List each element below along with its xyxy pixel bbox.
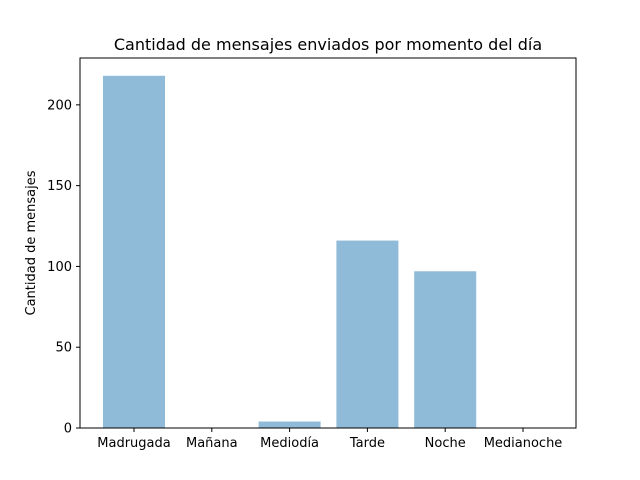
x-ticks-group: Madrugada Mañana Mediodía Tarde Noche Mediano… — [97, 428, 562, 451]
bar-0 — [103, 75, 165, 429]
y-axis-label: Cantidad de mensajes — [24, 170, 39, 315]
y-tick-label: 100 — [47, 260, 72, 275]
y-tick-label: 200 — [47, 98, 72, 113]
bar-3 — [336, 240, 399, 428]
y-tick-label: 0 — [64, 422, 72, 437]
bar-2 — [258, 421, 321, 428]
y-tick-label: 50 — [55, 341, 72, 356]
x-tick-label: Mediodía — [260, 436, 319, 451]
axes-frame — [79, 57, 577, 429]
x-tick-label: Madrugada — [97, 436, 170, 451]
chart-title: Cantidad de mensajes enviados por moment… — [114, 35, 542, 54]
x-tick-label: Medianoche — [484, 436, 563, 451]
y-tick-label: 150 — [47, 179, 72, 194]
x-tick-label: Tarde — [349, 436, 385, 451]
bars-group — [103, 75, 477, 429]
x-tick-label: Noche — [425, 436, 466, 451]
x-tick-label: Mañana — [186, 436, 238, 451]
bar-4 — [414, 271, 477, 428]
y-ticks-group: 0 50 100 150 200 — [47, 98, 80, 437]
